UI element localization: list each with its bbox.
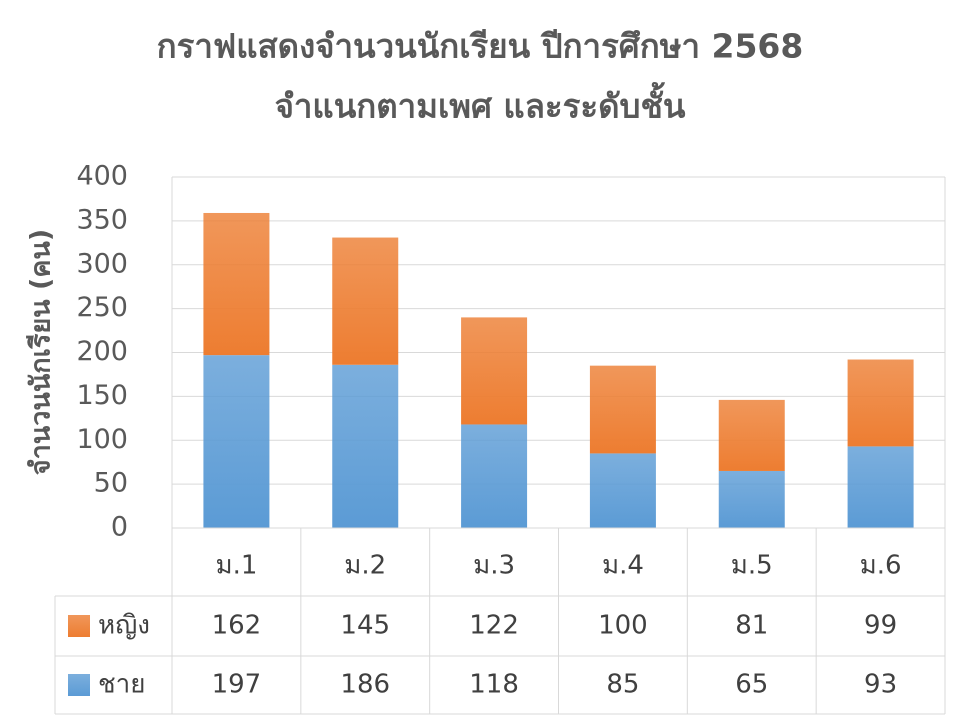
table-value: 186 <box>340 670 390 700</box>
x-tick-label: ม.6 <box>860 551 902 581</box>
y-axis-label: จำนวนนักเรียน (คน) <box>26 229 57 475</box>
table-value: 81 <box>735 611 768 641</box>
x-tick-label: ม.2 <box>344 551 386 581</box>
table-value: 162 <box>212 611 262 641</box>
legend-label: ชาย <box>98 670 145 700</box>
chart-subtitle: จำแนกตามเพศ และระดับชั้น <box>275 82 686 126</box>
legend-swatch <box>68 674 90 696</box>
y-tick-label: 350 <box>76 204 128 235</box>
x-tick-label: ม.1 <box>215 551 257 581</box>
bar <box>461 424 528 528</box>
y-tick-label: 150 <box>76 380 128 411</box>
y-tick-label: 50 <box>94 468 128 499</box>
y-tick-label: 400 <box>76 161 128 192</box>
x-tick-label: ม.3 <box>473 551 515 581</box>
table-value: 85 <box>606 670 639 700</box>
y-tick-label: 300 <box>76 248 128 279</box>
bar <box>847 359 914 447</box>
table-value: 122 <box>469 611 519 641</box>
chart-title: กราฟแสดงจำนวนนักเรียน ปีการศึกษา 2568 <box>157 27 804 66</box>
table-value: 118 <box>469 670 519 700</box>
table-value: 65 <box>735 670 768 700</box>
legend-label: หญิง <box>98 611 150 641</box>
bar <box>332 237 399 365</box>
bar <box>718 399 785 471</box>
bar <box>847 446 914 528</box>
table-value: 145 <box>340 611 390 641</box>
y-tick-label: 200 <box>76 336 128 367</box>
bar <box>203 355 270 528</box>
bar <box>718 470 785 528</box>
bar <box>332 364 399 528</box>
x-tick-label: ม.4 <box>602 551 644 581</box>
table-value: 93 <box>864 670 897 700</box>
y-tick-label: 0 <box>111 512 128 543</box>
y-tick-label: 250 <box>76 292 128 323</box>
table-value: 100 <box>598 611 648 641</box>
table-value: 99 <box>864 611 897 641</box>
bar <box>589 365 656 454</box>
bar <box>589 453 656 528</box>
bar <box>203 212 270 356</box>
legend-swatch <box>68 615 90 637</box>
bar <box>461 317 528 425</box>
table-value: 197 <box>212 670 262 700</box>
x-tick-label: ม.5 <box>731 551 773 581</box>
y-tick-label: 100 <box>76 424 128 455</box>
